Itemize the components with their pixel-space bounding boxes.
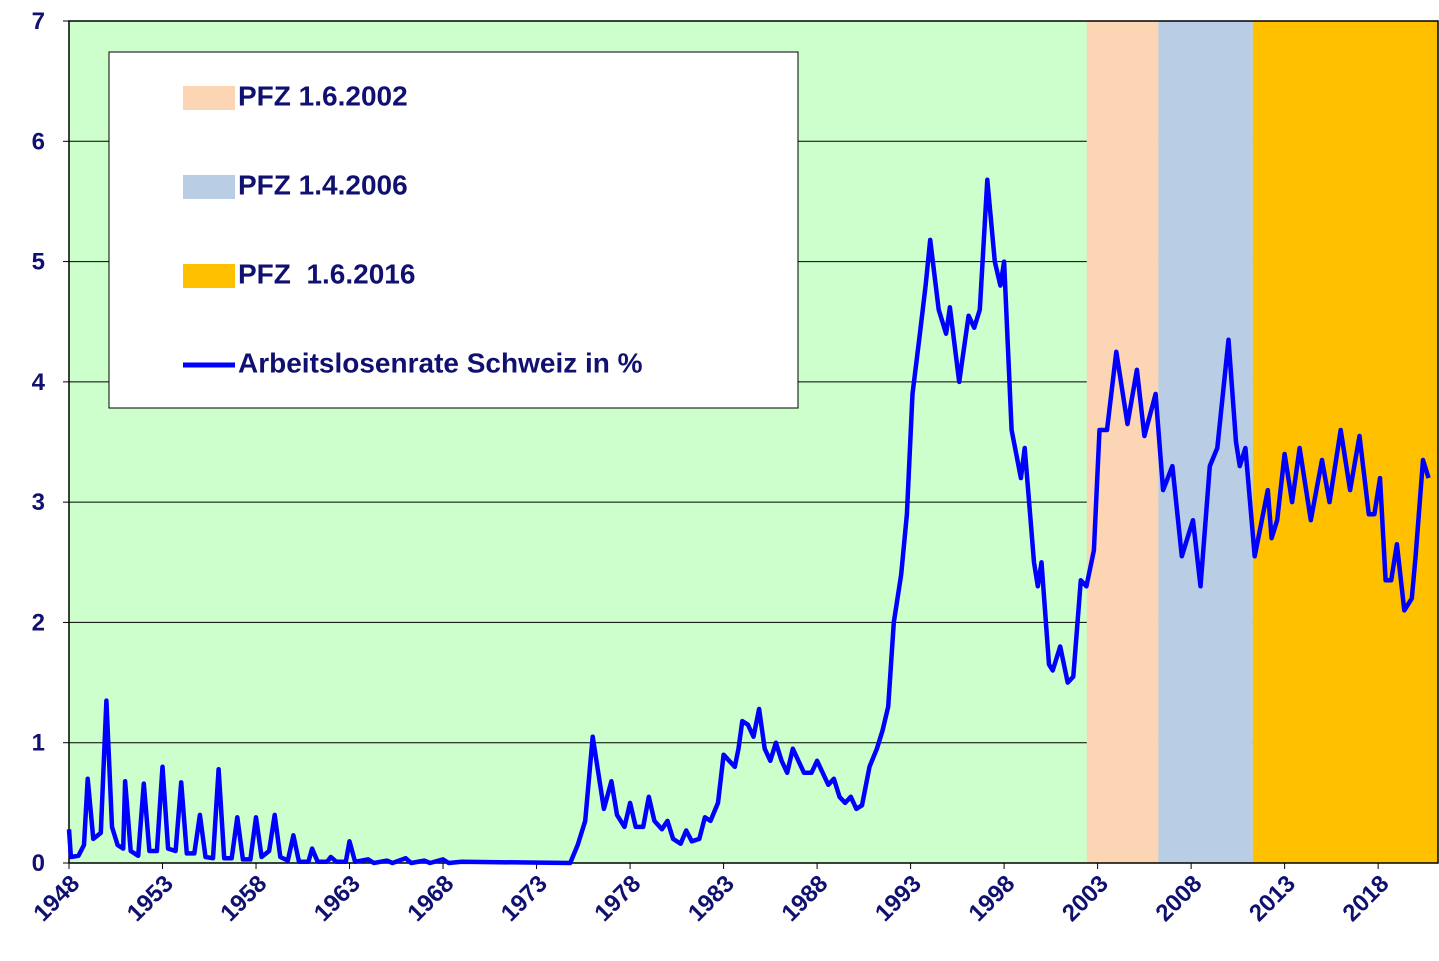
legend-box <box>108 51 799 409</box>
x-tick-label: 1998 <box>964 870 1021 927</box>
y-tick-label: 4 <box>32 369 46 396</box>
period-band <box>1252 21 1438 863</box>
y-tick-label: 7 <box>32 8 45 35</box>
plot-border <box>68 20 1439 864</box>
x-tick-label: 1948 <box>28 870 85 927</box>
legend-swatch <box>183 175 235 199</box>
x-tick-label: 1988 <box>776 870 833 927</box>
legend-swatch <box>183 264 235 288</box>
y-tick-label: 5 <box>32 249 45 276</box>
x-tick-label: 1953 <box>122 870 179 927</box>
x-tick-label: 2013 <box>1244 870 1301 927</box>
y-tick-label: 2 <box>32 609 45 636</box>
x-tick-label: 1993 <box>870 870 927 927</box>
legend-label: Arbeitslosenrate Schweiz in % <box>238 347 643 378</box>
legend-label: PFZ 1.4.2006 <box>238 169 408 200</box>
x-tick-label: 1958 <box>215 870 272 927</box>
data-line <box>66 177 1431 866</box>
x-tick-label: 1968 <box>402 870 459 927</box>
x-tick-label: 1983 <box>683 870 740 927</box>
legend-label: PFZ 1.6.2016 <box>238 258 415 289</box>
x-tick-label: 1963 <box>309 870 366 927</box>
legend-swatch <box>183 86 235 110</box>
y-tick-label: 1 <box>32 730 45 757</box>
period-band <box>1158 21 1253 863</box>
x-tick-label: 1978 <box>589 870 646 927</box>
y-tick-label: 6 <box>32 128 45 155</box>
x-tick-label: 2018 <box>1338 870 1395 927</box>
x-tick-label: 2003 <box>1057 870 1114 927</box>
y-tick-label: 0 <box>32 850 45 877</box>
x-tick-label: 2008 <box>1151 870 1208 927</box>
x-tick-label: 1973 <box>496 870 553 927</box>
legend-label: PFZ 1.6.2002 <box>238 80 408 111</box>
y-tick-label: 3 <box>32 489 45 516</box>
